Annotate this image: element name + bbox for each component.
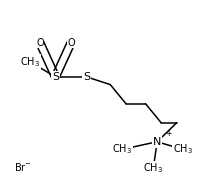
Text: O: O <box>67 38 75 48</box>
Text: CH$_3$: CH$_3$ <box>143 161 163 175</box>
Text: S: S <box>52 72 59 82</box>
Text: O: O <box>36 38 44 48</box>
Text: S: S <box>83 72 90 82</box>
Text: CH$_3$: CH$_3$ <box>112 142 132 156</box>
Text: +: + <box>165 129 171 138</box>
Text: N: N <box>153 137 161 147</box>
Text: CH$_3$: CH$_3$ <box>20 55 40 69</box>
Text: CH$_3$: CH$_3$ <box>173 142 193 156</box>
Text: Br$^{-}$: Br$^{-}$ <box>14 161 32 173</box>
